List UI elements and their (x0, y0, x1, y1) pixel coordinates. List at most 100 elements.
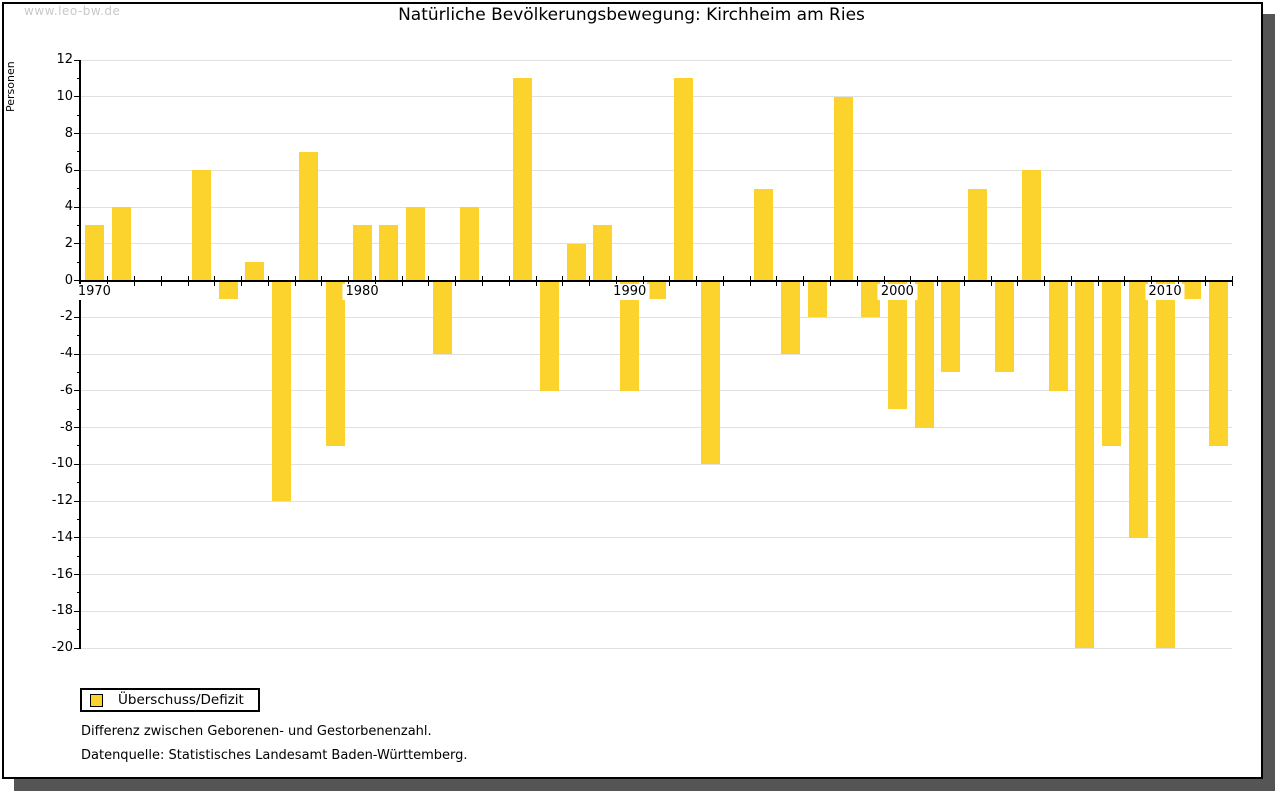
y-axis-label-10: 10 (56, 88, 73, 104)
y-axis-label-0: 0 (64, 272, 73, 288)
y-axis-line (79, 60, 81, 648)
gridline-6 (81, 169, 1232, 171)
bar-1975 (218, 280, 238, 299)
gridline--6 (81, 390, 1232, 392)
y-axis-label-6: 6 (64, 162, 73, 178)
gridline--18 (81, 610, 1232, 612)
bar-2001 (914, 280, 934, 428)
y-tick-0 (74, 280, 81, 281)
x-tick (1231, 275, 1233, 286)
y-tick--16 (74, 574, 81, 575)
y-axis-label--18: -18 (51, 603, 73, 619)
y-tick-2 (74, 243, 81, 245)
bar-1990 (620, 280, 640, 391)
gridline--20 (81, 647, 1232, 649)
bar-1991 (647, 280, 666, 299)
bar-2002 (941, 280, 961, 373)
y-axis-label--8: -8 (60, 419, 73, 435)
gridline--2 (81, 316, 1232, 318)
y-tick--18 (74, 610, 81, 612)
gridline-10 (81, 96, 1232, 98)
y-axis-title: Personen (4, 61, 17, 112)
footnote-source: Datenquelle: Statistisches Landesamt Bad… (81, 748, 468, 763)
gridline-8 (81, 133, 1232, 134)
x-axis-label-1970: 1970 (74, 283, 114, 300)
bar-2009 (1128, 280, 1148, 538)
bar-2007 (1075, 280, 1095, 648)
bar-1974 (191, 170, 211, 281)
y-tick--14 (74, 537, 81, 539)
bar-2011 (1182, 280, 1202, 299)
y-tick-8 (74, 133, 81, 134)
gridline--8 (81, 427, 1232, 428)
y-axis-label-2: 2 (64, 235, 73, 251)
bar-2000 (887, 280, 907, 410)
y-axis-label--4: -4 (60, 346, 73, 361)
y-tick--8 (74, 427, 81, 428)
bar-1986 (513, 78, 533, 281)
bar-1996 (780, 280, 800, 354)
gridline--10 (81, 463, 1232, 465)
y-tick--12 (74, 500, 81, 502)
bar-1977 (272, 280, 292, 501)
bar-1971 (111, 207, 131, 281)
y-axis-label-8: 8 (64, 125, 73, 141)
bar-1978 (299, 151, 319, 281)
gridline--16 (81, 574, 1232, 575)
x-axis-label-1990: 1990 (610, 283, 650, 300)
bar-1992 (673, 78, 693, 281)
y-axis-label--10: -10 (51, 456, 73, 472)
y-axis-label--14: -14 (51, 529, 73, 545)
footnote-description: Differenz zwischen Geborenen- und Gestor… (81, 724, 432, 739)
y-tick--6 (74, 390, 81, 392)
bar-2012 (1209, 280, 1229, 446)
bar-1984 (459, 207, 479, 281)
x-axis-label-2010: 2010 (1145, 283, 1185, 300)
gridline-4 (81, 206, 1232, 208)
y-tick--2 (74, 316, 81, 318)
bar-2003 (968, 188, 988, 281)
gridline-12 (81, 59, 1232, 61)
gridline--14 (81, 537, 1232, 539)
x-axis-label-2000: 2000 (877, 283, 917, 300)
bar-1998 (834, 96, 854, 281)
y-tick-10 (74, 96, 81, 98)
y-tick--4 (74, 353, 81, 355)
y-tick--10 (74, 463, 81, 465)
bar-2004 (994, 280, 1014, 373)
gridline--4 (81, 353, 1232, 355)
y-tick-4 (74, 206, 81, 208)
legend-label: Überschuss/Defizit (118, 692, 244, 708)
bar-1993 (700, 280, 720, 465)
bar-2006 (1048, 280, 1068, 391)
watermark: www.leo-bw.de (24, 4, 121, 18)
bar-2008 (1102, 280, 1122, 446)
page-title: Natürliche Bevölkerungsbewegung: Kirchhe… (398, 5, 865, 25)
x-axis-zero-line (81, 279, 1232, 282)
bar-1981 (379, 225, 399, 281)
y-axis-label-12: 12 (56, 52, 73, 67)
bar-1997 (807, 280, 827, 318)
bar-1983 (432, 280, 452, 354)
bar-1970 (84, 225, 104, 281)
bar-1988 (566, 243, 586, 281)
plot-area: 12 10 8 6 4 2 0 -2 -4 -6 -8 -10 -12 -14 -16 -18 -20 1970 1… (52, 52, 1233, 655)
bar-1995 (754, 188, 774, 281)
y-axis-label--16: -16 (51, 566, 73, 582)
bar-1982 (406, 207, 426, 281)
y-axis-label-4: 4 (64, 199, 73, 214)
legend: Überschuss/Defizit (80, 688, 260, 712)
bar-1999 (861, 280, 881, 318)
x-axis-label-1980: 1980 (342, 283, 382, 300)
y-axis-label--12: -12 (51, 493, 73, 508)
bar-2005 (1021, 170, 1041, 281)
gridline--12 (81, 500, 1232, 502)
bar-1989 (593, 225, 613, 281)
y-tick-6 (74, 169, 81, 171)
gridline-2 (81, 243, 1232, 245)
y-tick--20 (74, 647, 81, 649)
legend-swatch-icon (90, 693, 103, 707)
y-axis-label--2: -2 (60, 309, 73, 325)
bar-1987 (539, 280, 559, 391)
bar-2010 (1155, 280, 1175, 648)
